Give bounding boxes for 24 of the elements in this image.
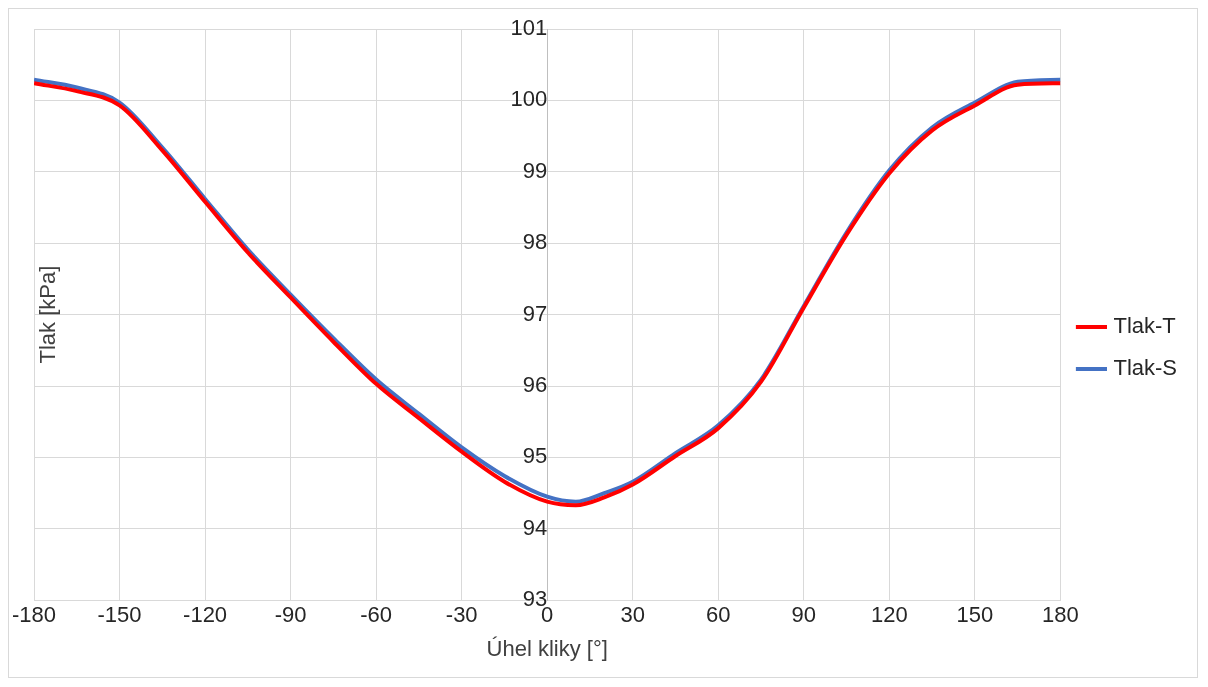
y-tick-label: 98 xyxy=(522,229,548,255)
x-tick-label: 150 xyxy=(956,602,994,628)
legend-label: Tlak-T xyxy=(1113,313,1176,339)
x-tick-label: 60 xyxy=(706,602,731,628)
y-tick-label: 100 xyxy=(510,86,548,112)
legend-label: Tlak-S xyxy=(1113,355,1177,381)
x-axis-title: Úhel kliky [°] xyxy=(486,635,608,661)
y-tick-label: 94 xyxy=(522,514,548,540)
x-tick-label: 30 xyxy=(620,602,645,628)
y-tick-label: 95 xyxy=(522,443,548,469)
x-tick-label: -150 xyxy=(97,602,142,628)
x-tick-label: 180 xyxy=(1042,602,1079,628)
y-tick-label: 101 xyxy=(510,15,548,41)
x-tick-label: -90 xyxy=(274,602,307,628)
y-tick-label: 97 xyxy=(522,300,548,326)
x-tick-label: 90 xyxy=(791,602,817,628)
y-axis-title: Tlak [kPa] xyxy=(35,265,61,364)
y-tick-label: 96 xyxy=(522,372,548,398)
x-tick-label: -180 xyxy=(11,602,57,628)
x-tick-label: -30 xyxy=(445,602,478,628)
x-tick-label: 120 xyxy=(871,602,908,628)
x-tick-label: -60 xyxy=(360,602,393,628)
y-tick-label: 99 xyxy=(522,157,548,183)
x-tick-label: -120 xyxy=(183,602,228,628)
